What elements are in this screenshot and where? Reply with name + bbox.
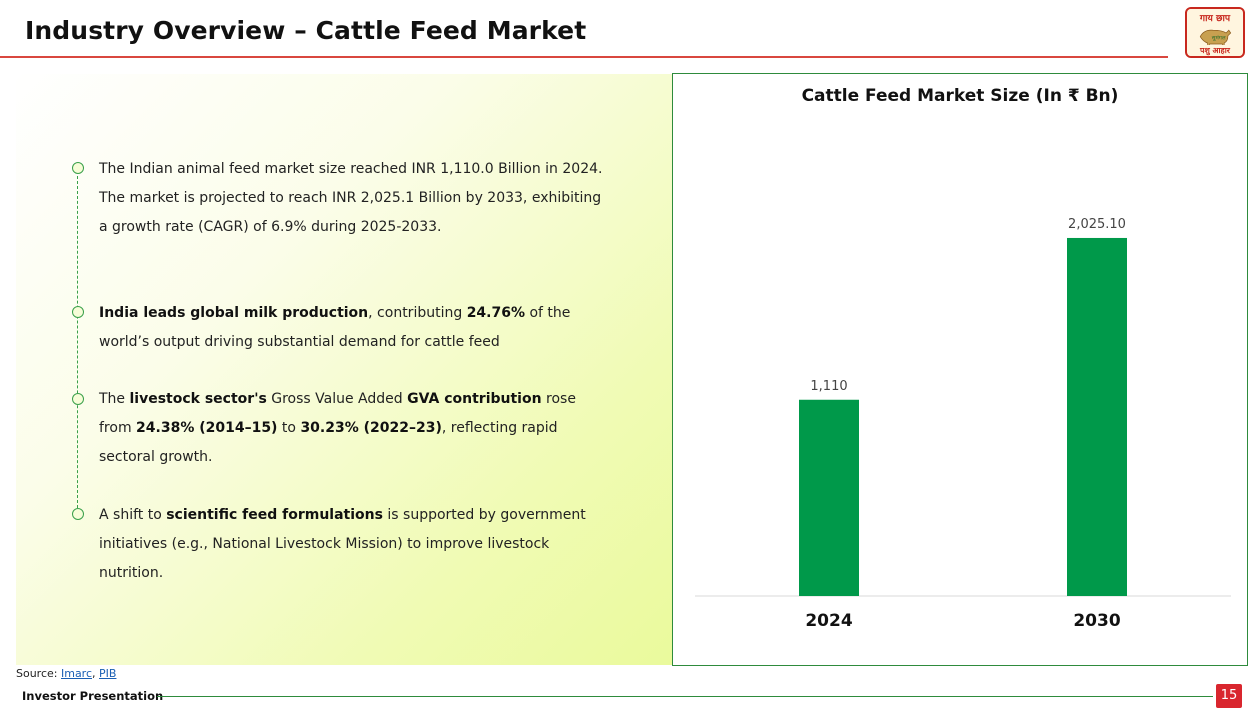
footer-label: Investor Presentation: [22, 689, 164, 703]
source-prefix: Source:: [16, 667, 61, 680]
bullet-bold-text: livestock sector's: [129, 391, 267, 407]
bullet-bold-text: scientific feed formulations: [166, 507, 383, 523]
cow-icon: [1199, 29, 1232, 49]
page-title: Industry Overview – Cattle Feed Market: [25, 16, 587, 45]
bullet-text: , contributing: [368, 305, 467, 321]
bullet-livestock-gva: The livestock sector's Gross Value Added…: [99, 385, 589, 471]
bullet-bold-text: GVA contribution: [407, 391, 542, 407]
bullet-text: rose from: [99, 391, 576, 436]
timeline-dot: [72, 508, 84, 520]
bullet-bold-text: 30.23% (2022–23): [300, 419, 442, 436]
svg-text:गाय छाप: गाय छाप: [1199, 13, 1231, 24]
content-panel: [16, 74, 672, 665]
data-label-2030: 2,025.10: [1068, 217, 1126, 232]
bullet-text: The: [99, 391, 130, 407]
title-underline: [0, 56, 1168, 58]
timeline-dot: [72, 306, 84, 318]
source-separator: ,: [92, 667, 100, 680]
bullet-text: A shift to: [99, 507, 167, 523]
bullet-text: of the world’s output driving substantia…: [99, 305, 571, 350]
bullet-market-size: The Indian animal feed market size reach…: [99, 155, 611, 241]
chart-panel: Cattle Feed Market Size (In ₹ Bn) 1,110 2…: [672, 73, 1248, 666]
bar-chart: 1,110 2024 2,025.10 2030: [695, 217, 1231, 631]
page-number: 15: [1216, 684, 1242, 708]
bullet-text: to: [277, 419, 301, 436]
footer-rule: [157, 696, 1213, 697]
timeline-dot: [72, 162, 84, 174]
svg-text:सुमंगल: सुमंगल: [1212, 34, 1226, 41]
bullet-text: , reflecting rapid sectoral growth.: [99, 419, 558, 465]
bar-2024: [799, 399, 859, 596]
x-tick-label-2030: 2030: [1073, 611, 1120, 631]
bullet-feed-formulations: A shift to scientific feed formulations …: [99, 501, 599, 587]
bullet-bold-text: 24.76%: [466, 305, 525, 321]
bullet-text: is supported by government initiatives (…: [99, 507, 586, 581]
bar-2030: [1067, 237, 1127, 596]
data-label-2024: 1,110: [810, 379, 847, 394]
source-link-pib[interactable]: PIB: [99, 667, 117, 680]
bullet-milk-production: India leads global milk production, cont…: [99, 299, 579, 357]
chart-title: Cattle Feed Market Size (In ₹ Bn): [801, 86, 1119, 106]
timeline-dot: [72, 393, 84, 405]
company-logo: गाय छाप सुमंगल पशु आहार: [1185, 7, 1245, 58]
source-link-imarc[interactable]: Imarc: [60, 667, 93, 680]
bullet-text: Gross Value Added: [266, 391, 408, 407]
bullet-text: The Indian animal feed market size reach…: [99, 161, 603, 235]
x-tick-label-2024: 2024: [805, 611, 852, 631]
bullet-bold-text: India leads global milk production: [99, 305, 369, 321]
svg-text:पशु आहार: पशु आहार: [1199, 46, 1231, 56]
timeline-line: [77, 176, 78, 508]
source-note: Source: Imarc, PIB: [16, 667, 116, 680]
bullet-bold-text: 24.38% (2014–15): [136, 419, 278, 436]
